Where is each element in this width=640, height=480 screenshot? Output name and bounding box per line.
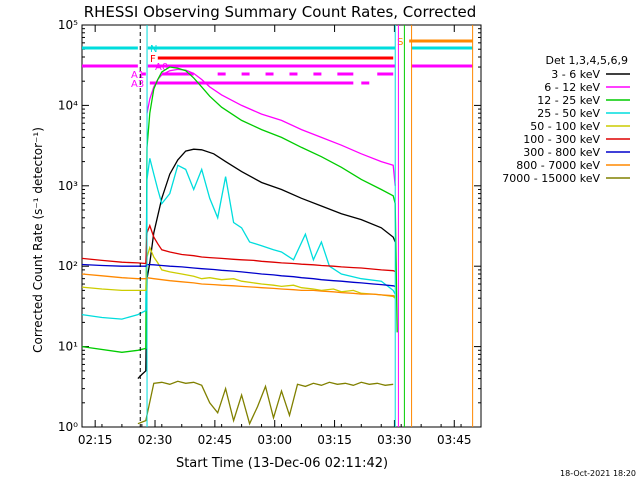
x-tick-label: 03:30: [377, 433, 412, 447]
y-tick-label: 10³: [58, 179, 78, 193]
y-tick-label: 10⁵: [58, 18, 78, 32]
y-tick-label: 10⁴: [58, 98, 78, 112]
x-axis-label: Start Time (13-Dec-06 02:11:42): [176, 456, 388, 471]
series-line-7: [81, 273, 396, 298]
y-tick-label: 10⁰: [58, 420, 78, 434]
legend-label-5: 100 - 300 keV: [523, 133, 600, 146]
series-line-8: [137, 380, 394, 426]
legend-label-6: 300 - 800 keV: [523, 146, 600, 159]
state-label-F: F: [150, 54, 156, 65]
x-tick-label: 03:00: [257, 433, 292, 447]
y-axis-label: Corrected Count Rate (s⁻¹ detector⁻¹): [31, 127, 45, 353]
legend-label-0: 3 - 6 keV: [551, 68, 600, 81]
legend-label-4: 50 - 100 keV: [530, 120, 600, 133]
legend-label-1: 6 - 12 keV: [544, 81, 600, 94]
legend-label-8: 7000 - 15000 keV: [502, 172, 600, 185]
state-label-A3: A3: [131, 79, 144, 90]
series-line-5: [81, 223, 396, 273]
legend-title: Det 1,3,4,5,6,9: [545, 54, 628, 67]
state-label-S: S: [397, 37, 403, 48]
series-line-6: [81, 263, 396, 288]
legend-label-7: 800 - 7000 keV: [516, 159, 600, 172]
series-line-2: [81, 66, 398, 353]
state-label-A0: A0: [155, 62, 168, 73]
x-tick-label: 02:15: [78, 433, 113, 447]
x-tick-label: 03:15: [317, 433, 352, 447]
legend-label-3: 25 - 50 keV: [537, 107, 600, 120]
y-tick-label: 10²: [58, 259, 78, 273]
x-tick-label: 03:45: [437, 433, 472, 447]
series-line-3: [81, 158, 396, 320]
date-stamp: 18-Oct-2021 18:20: [560, 469, 636, 478]
chart-title: RHESSI Observing Summary Count Rates, Co…: [84, 3, 477, 21]
x-tick-labels: 02:15 02:30 02:45 03:00 03:15 03:30 03:45: [78, 433, 472, 447]
y-tick-label: 10¹: [58, 340, 78, 354]
series-line-1: [146, 68, 396, 186]
vertical-markers: [139, 25, 474, 427]
legend-label-2: 12 - 25 keV: [537, 94, 600, 107]
state-label-N: N: [150, 44, 157, 55]
series-line-4: [81, 245, 396, 299]
y-tick-labels: 10⁰ 10¹ 10² 10³ 10⁴ 10⁵: [58, 18, 78, 434]
state-label-A1: A1: [131, 70, 144, 81]
series-line-0: [137, 148, 396, 380]
x-tick-label: 02:30: [138, 433, 173, 447]
x-tick-label: 02:45: [198, 433, 233, 447]
series-lines: [81, 66, 398, 426]
